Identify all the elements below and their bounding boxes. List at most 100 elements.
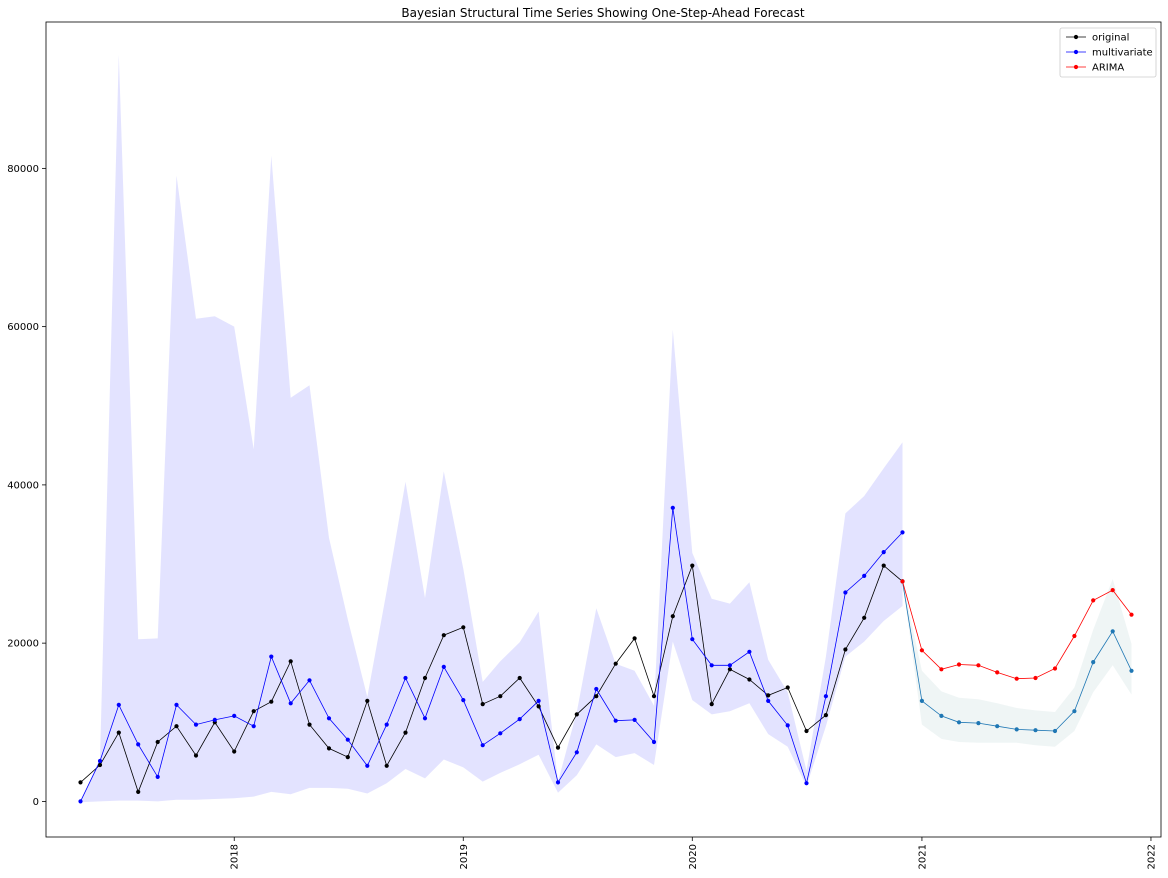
y-axis-tick-label: 0: [33, 797, 39, 808]
arima-point: [1091, 598, 1096, 603]
multivariate-point: [555, 780, 561, 785]
original-point: [823, 713, 829, 718]
x-axis-tick-label: 2020: [688, 844, 699, 869]
original-point: [517, 675, 522, 681]
x-axis-tick-label: 2021: [917, 844, 928, 869]
multivariate-point: [403, 675, 408, 681]
original-point: [307, 722, 312, 727]
multivariate-point: [155, 774, 160, 780]
original-point: [155, 739, 160, 745]
multivariate-point: [136, 742, 141, 747]
legend-label: multivariate: [1092, 48, 1153, 59]
forecast-point: [1052, 728, 1058, 734]
multivariate-point: [269, 654, 274, 659]
arima-point: [995, 670, 1000, 675]
original-point: [804, 728, 809, 734]
original-point: [461, 625, 466, 630]
multivariate-point: [613, 718, 618, 723]
multivariate-point: [670, 505, 675, 510]
multivariate-point: [536, 698, 541, 704]
multivariate-point: [78, 799, 83, 804]
confidence-bands: [80, 54, 1132, 803]
multivariate-point: [97, 758, 103, 764]
arima-point: [976, 663, 981, 668]
multivariate-point: [174, 702, 179, 708]
legend-swatch-marker: [1073, 64, 1079, 70]
x-axis-tick-label: 2022: [1147, 844, 1158, 869]
original-point: [843, 647, 848, 652]
multivariate-line: [80, 507, 903, 802]
original-point: [555, 745, 561, 750]
multivariate-point: [766, 698, 771, 704]
arima-point: [1129, 612, 1134, 617]
multivariate-point: [843, 590, 848, 595]
original-point: [574, 712, 579, 717]
multivariate-point: [365, 763, 370, 768]
multivariate-point: [193, 722, 199, 727]
legend-label: ARIMA: [1092, 63, 1124, 74]
arima-point: [1072, 633, 1077, 639]
y-axis-tick-label: 40000: [7, 480, 39, 491]
original-point: [136, 789, 141, 795]
arima-point: [1110, 588, 1115, 593]
forecast-point: [1072, 709, 1077, 714]
x-axis-tick-label: 2019: [459, 844, 470, 869]
original-point: [613, 661, 618, 666]
multivariate-point: [326, 716, 332, 721]
multivariate-point: [690, 637, 695, 642]
multivariate-point: [785, 723, 790, 728]
multivariate-confidence-band: [80, 54, 903, 803]
original-point: [881, 563, 886, 568]
multivariate-point: [594, 686, 599, 692]
original-point: [403, 730, 408, 735]
arima-point: [939, 667, 944, 672]
original-point: [345, 755, 350, 760]
forecast-point: [956, 720, 962, 725]
original-point: [785, 685, 790, 690]
original-point: [441, 633, 446, 638]
multivariate-point: [116, 702, 121, 708]
original-point: [97, 762, 103, 768]
original-point: [536, 704, 541, 709]
original-point: [78, 780, 83, 785]
original-point: [251, 709, 256, 714]
y-axis-tick-label: 60000: [7, 322, 39, 333]
original-point: [690, 563, 695, 568]
forecast-point: [939, 713, 944, 719]
original-point: [709, 702, 714, 707]
original-point: [747, 677, 752, 682]
original-point: [116, 730, 121, 735]
multivariate-point: [900, 530, 905, 535]
original-point: [727, 667, 733, 672]
forecast-point: [1129, 668, 1134, 673]
multivariate-point: [251, 724, 256, 729]
forecast-point: [1033, 728, 1038, 733]
original-point: [632, 636, 637, 641]
original-point: [193, 753, 199, 758]
x-axis-tick-label: 2018: [230, 844, 241, 869]
y-axis-tick-label: 20000: [7, 639, 39, 650]
forecast-point: [976, 721, 981, 726]
original-point: [651, 694, 657, 699]
multivariate-point: [288, 701, 293, 706]
legend-box: [1059, 27, 1157, 78]
multivariate-point: [651, 739, 657, 745]
original-point: [232, 749, 237, 754]
original-point: [766, 693, 771, 698]
multivariate-point: [307, 678, 312, 683]
multivariate-point: [709, 663, 714, 668]
multivariate-point: [232, 713, 237, 719]
forecast-point: [1014, 727, 1019, 732]
multivariate-point: [480, 743, 485, 748]
original-point: [480, 702, 485, 707]
original-point: [326, 746, 332, 751]
series-points: [78, 505, 1134, 804]
arima-point: [900, 579, 905, 584]
multivariate-point: [441, 664, 446, 670]
multivariate-point: [461, 698, 466, 703]
legend: original multivariate ARIMA: [1059, 27, 1157, 78]
original-point: [498, 694, 503, 699]
legend-swatch-marker: [1073, 49, 1079, 55]
